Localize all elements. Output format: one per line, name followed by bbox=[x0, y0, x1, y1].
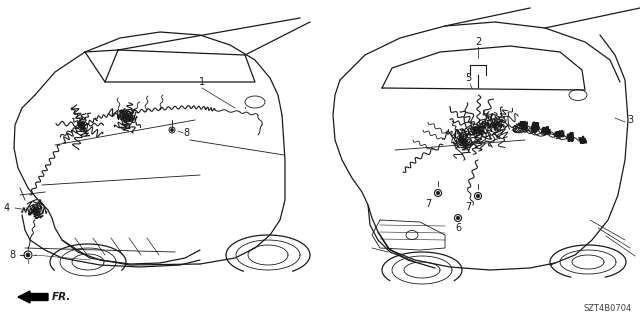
Text: 1: 1 bbox=[199, 77, 205, 87]
Ellipse shape bbox=[26, 253, 30, 257]
Ellipse shape bbox=[436, 191, 440, 195]
Ellipse shape bbox=[406, 230, 418, 239]
Ellipse shape bbox=[435, 189, 442, 196]
Ellipse shape bbox=[454, 214, 461, 221]
Text: SZT4B0704: SZT4B0704 bbox=[584, 304, 632, 313]
Ellipse shape bbox=[169, 127, 175, 133]
Text: 6: 6 bbox=[455, 223, 461, 233]
Text: 2: 2 bbox=[475, 37, 481, 47]
Text: 5: 5 bbox=[465, 73, 471, 83]
Text: 8: 8 bbox=[183, 128, 189, 138]
Ellipse shape bbox=[24, 251, 32, 259]
FancyArrow shape bbox=[18, 291, 48, 303]
Text: FR.: FR. bbox=[52, 292, 72, 302]
Ellipse shape bbox=[569, 90, 587, 100]
Text: 7: 7 bbox=[425, 199, 431, 209]
Text: 4: 4 bbox=[4, 203, 10, 213]
Text: 7: 7 bbox=[465, 202, 471, 212]
Ellipse shape bbox=[245, 96, 265, 108]
Ellipse shape bbox=[476, 194, 480, 198]
Ellipse shape bbox=[456, 216, 460, 220]
Text: 8: 8 bbox=[9, 250, 15, 260]
Ellipse shape bbox=[170, 129, 173, 132]
Text: 3: 3 bbox=[627, 115, 633, 125]
Ellipse shape bbox=[474, 193, 481, 199]
